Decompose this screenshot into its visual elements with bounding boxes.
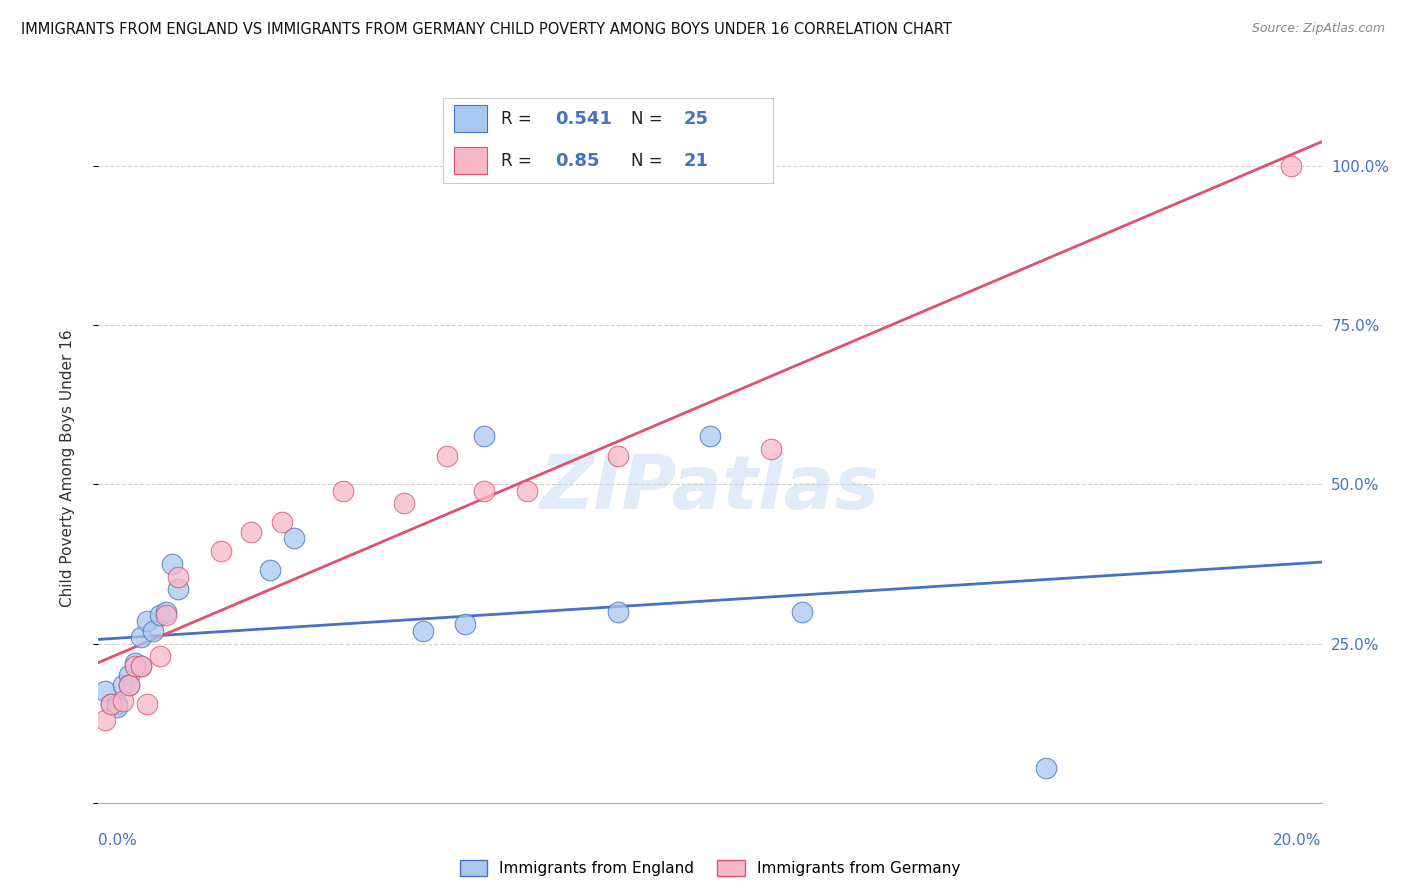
Text: IMMIGRANTS FROM ENGLAND VS IMMIGRANTS FROM GERMANY CHILD POVERTY AMONG BOYS UNDE: IMMIGRANTS FROM ENGLAND VS IMMIGRANTS FR… (21, 22, 952, 37)
Point (136, 614, 159, 628)
Point (124, 656, 146, 670)
Text: 25: 25 (685, 110, 709, 128)
Point (259, 563, 281, 577)
Point (436, 449, 458, 463)
Point (93, 713, 115, 727)
Point (160, 557, 183, 571)
Point (270, 516, 292, 530)
Text: Source: ZipAtlas.com: Source: ZipAtlas.com (1251, 22, 1385, 36)
Point (100, 697, 122, 711)
Point (392, 496, 416, 510)
Point (124, 658, 146, 673)
Text: 0.0%: 0.0% (98, 833, 138, 848)
Point (93, 684, 115, 698)
Text: 0.85: 0.85 (555, 153, 600, 170)
Point (149, 649, 172, 664)
Point (209, 544, 232, 558)
Point (412, 624, 434, 638)
Text: 21: 21 (685, 153, 709, 170)
FancyBboxPatch shape (454, 105, 488, 132)
Text: R =: R = (501, 110, 537, 128)
Point (283, 532, 305, 546)
Point (105, 697, 128, 711)
Point (1279, 159, 1302, 173)
Point (111, 694, 134, 708)
Text: ZIPatlas: ZIPatlas (540, 452, 880, 524)
Point (105, 700, 128, 714)
Point (149, 607, 172, 622)
Point (100, 697, 122, 711)
Point (129, 658, 152, 673)
Text: R =: R = (501, 153, 537, 170)
Point (118, 678, 141, 692)
Legend: Immigrants from England, Immigrants from Germany: Immigrants from England, Immigrants from… (454, 854, 966, 882)
Point (607, 449, 630, 463)
Point (129, 658, 152, 673)
Point (155, 607, 177, 622)
Text: 20.0%: 20.0% (1274, 833, 1322, 848)
Point (1035, 761, 1057, 775)
Point (129, 630, 152, 644)
Point (759, 442, 782, 457)
FancyBboxPatch shape (454, 147, 488, 175)
Text: 0.541: 0.541 (555, 110, 612, 128)
Text: N =: N = (631, 110, 668, 128)
Point (118, 678, 141, 692)
Point (699, 429, 721, 443)
Point (472, 483, 495, 498)
Point (167, 569, 190, 583)
Point (142, 624, 165, 638)
Text: N =: N = (631, 153, 668, 170)
Point (118, 668, 141, 682)
Point (790, 605, 813, 619)
Point (516, 483, 538, 498)
Point (111, 678, 134, 692)
Point (240, 524, 263, 539)
Point (454, 617, 477, 632)
Point (167, 582, 190, 597)
Point (155, 605, 177, 619)
Point (607, 605, 630, 619)
Point (472, 429, 495, 443)
Y-axis label: Child Poverty Among Boys Under 16: Child Poverty Among Boys Under 16 (60, 329, 75, 607)
Point (332, 483, 354, 498)
Point (136, 697, 159, 711)
